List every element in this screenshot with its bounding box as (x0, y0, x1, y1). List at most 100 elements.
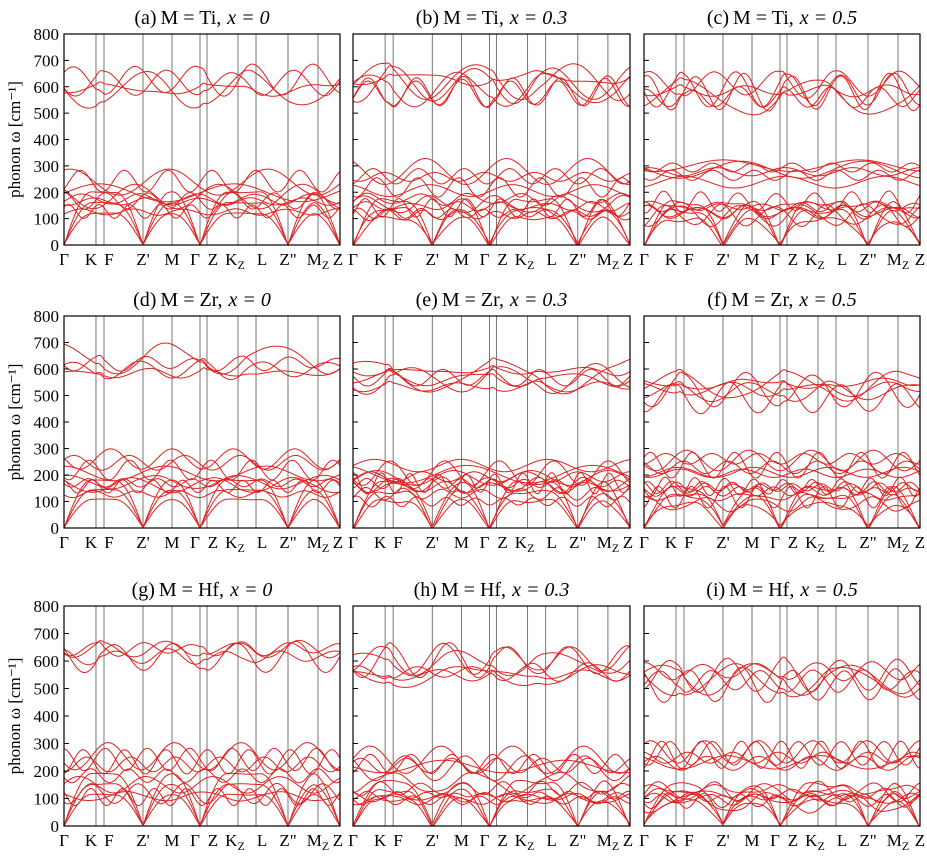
dispersion-curves (63, 342, 341, 530)
phonon-branch (63, 768, 341, 784)
x-tick-label: Γ (639, 533, 649, 552)
phonon-branch (63, 208, 341, 216)
phonon-branch (63, 191, 341, 247)
phonon-branch (643, 381, 921, 397)
x-tick-label: Γ (59, 533, 69, 552)
x-tick-label: K (665, 533, 678, 552)
x-tick-label: Z' (136, 250, 149, 269)
x-tick-label: F (104, 533, 113, 552)
x-tick-label: Z' (716, 831, 729, 850)
phonon-branch (352, 209, 631, 222)
panel-material: M = Hf, (159, 579, 224, 601)
y-tick-label: 800 (34, 25, 60, 44)
x-tick-label: L (257, 250, 267, 269)
x-tick-label: KZ (515, 533, 535, 555)
y-tick-label: 500 (34, 104, 60, 123)
phonon-branch (352, 368, 631, 387)
phonon-branch (643, 449, 921, 472)
panel-tag: (f) (707, 289, 727, 311)
panel-title: (d) M = Zr, x = 0 (133, 289, 271, 311)
phonon-branch (352, 472, 631, 495)
phonon-branch (643, 380, 921, 403)
y-tick-label: 400 (34, 131, 60, 150)
x-tick-label: Z (333, 831, 343, 850)
x-tick-label: KZ (225, 831, 245, 853)
phonon-branch (63, 478, 341, 488)
x-tick-label: F (393, 533, 402, 552)
phonon-branch (63, 168, 341, 196)
y-tick-label: 100 (34, 790, 60, 809)
phonon-branch (63, 357, 341, 381)
phonon-branch (643, 169, 920, 181)
phonon-branch (63, 354, 341, 372)
phonon-branch (352, 201, 631, 212)
phonon-branch (352, 75, 631, 108)
panel-composition: x = 0.5 (799, 579, 857, 601)
phonon-branch (643, 663, 921, 698)
y-tick-label: 200 (34, 183, 60, 202)
phonon-branch (64, 756, 341, 773)
dispersion-curves (643, 70, 921, 246)
x-tick-label: M (744, 533, 759, 552)
phonon-branch (63, 169, 341, 193)
x-tick-label: M (454, 831, 469, 850)
phonon-branch (63, 782, 341, 805)
dispersion-curves (352, 642, 631, 828)
x-tick-label: K (374, 831, 387, 850)
phonon-branch (352, 380, 631, 393)
phonon-branch (352, 207, 631, 219)
phonon-branch (63, 63, 341, 97)
phonon-branch (643, 167, 921, 177)
panel-title: (f) M = Zr, x = 0.5 (707, 289, 857, 311)
panel-title: (a) M = Ti, x = 0 (134, 7, 269, 29)
phonon-branch (643, 741, 921, 766)
x-tick-label: KZ (515, 831, 535, 853)
phonon-branch (352, 759, 631, 774)
x-tick-label: Z (208, 831, 218, 850)
x-tick-label: Z" (569, 250, 586, 269)
x-tick-label: Γ (190, 250, 200, 269)
phonon-branch (352, 464, 631, 484)
phonon-branch (63, 69, 341, 97)
phonon-branch (643, 159, 921, 172)
phonon-branch (352, 469, 631, 486)
x-tick-label: MZ (597, 533, 619, 555)
phonon-branch (353, 498, 631, 529)
phonon-branch (643, 486, 921, 497)
x-tick-label: Z" (569, 831, 586, 850)
panel-tag: (b) (416, 7, 439, 29)
panel-c: Γ K F Z' M Γ Z KZ L Z" MZ Z(c) M = Ti, x = 0.5 (639, 7, 925, 272)
x-tick-label: F (684, 831, 693, 850)
phonon-branch (643, 782, 921, 827)
panel-composition: x = 0.3 (511, 579, 569, 601)
panel-material: M = Hf, (729, 579, 794, 601)
phonon-branch (352, 642, 631, 679)
phonon-branch (352, 206, 631, 246)
panel-f: Γ K F Z' M Γ Z KZ L Z" MZ Z(f) M = Zr, x = 0.5 (639, 289, 925, 555)
x-tick-label: KZ (805, 831, 825, 853)
phonon-branch (643, 377, 921, 390)
panel-title: (c) M = Ti, x = 0.5 (707, 7, 857, 29)
phonon-branch (352, 779, 631, 828)
phonon-branch (63, 742, 341, 771)
x-tick-label: F (684, 250, 693, 269)
phonon-branch (643, 203, 921, 228)
phonon-branch (352, 481, 631, 494)
x-tick-label: F (393, 250, 402, 269)
phonon-branch (643, 740, 921, 764)
x-tick-label: MZ (307, 831, 329, 853)
phonon-branch (352, 458, 631, 473)
x-tick-label: Γ (348, 533, 358, 552)
x-tick-label: M (744, 831, 759, 850)
x-tick-label: Γ (59, 831, 69, 850)
phonon-branch (352, 198, 631, 218)
y-tick-label: 0 (51, 817, 60, 836)
x-tick-label: KZ (515, 250, 535, 272)
panel-e: Γ K F Z' M Γ Z KZ L Z" MZ Z(e) M = Zr, x = 0.3 (348, 289, 633, 555)
plot-frame (643, 33, 921, 246)
x-tick-label: F (684, 533, 693, 552)
phonon-branch (63, 197, 341, 206)
x-tick-label: KZ (805, 250, 825, 272)
x-tick-label: K (665, 250, 678, 269)
